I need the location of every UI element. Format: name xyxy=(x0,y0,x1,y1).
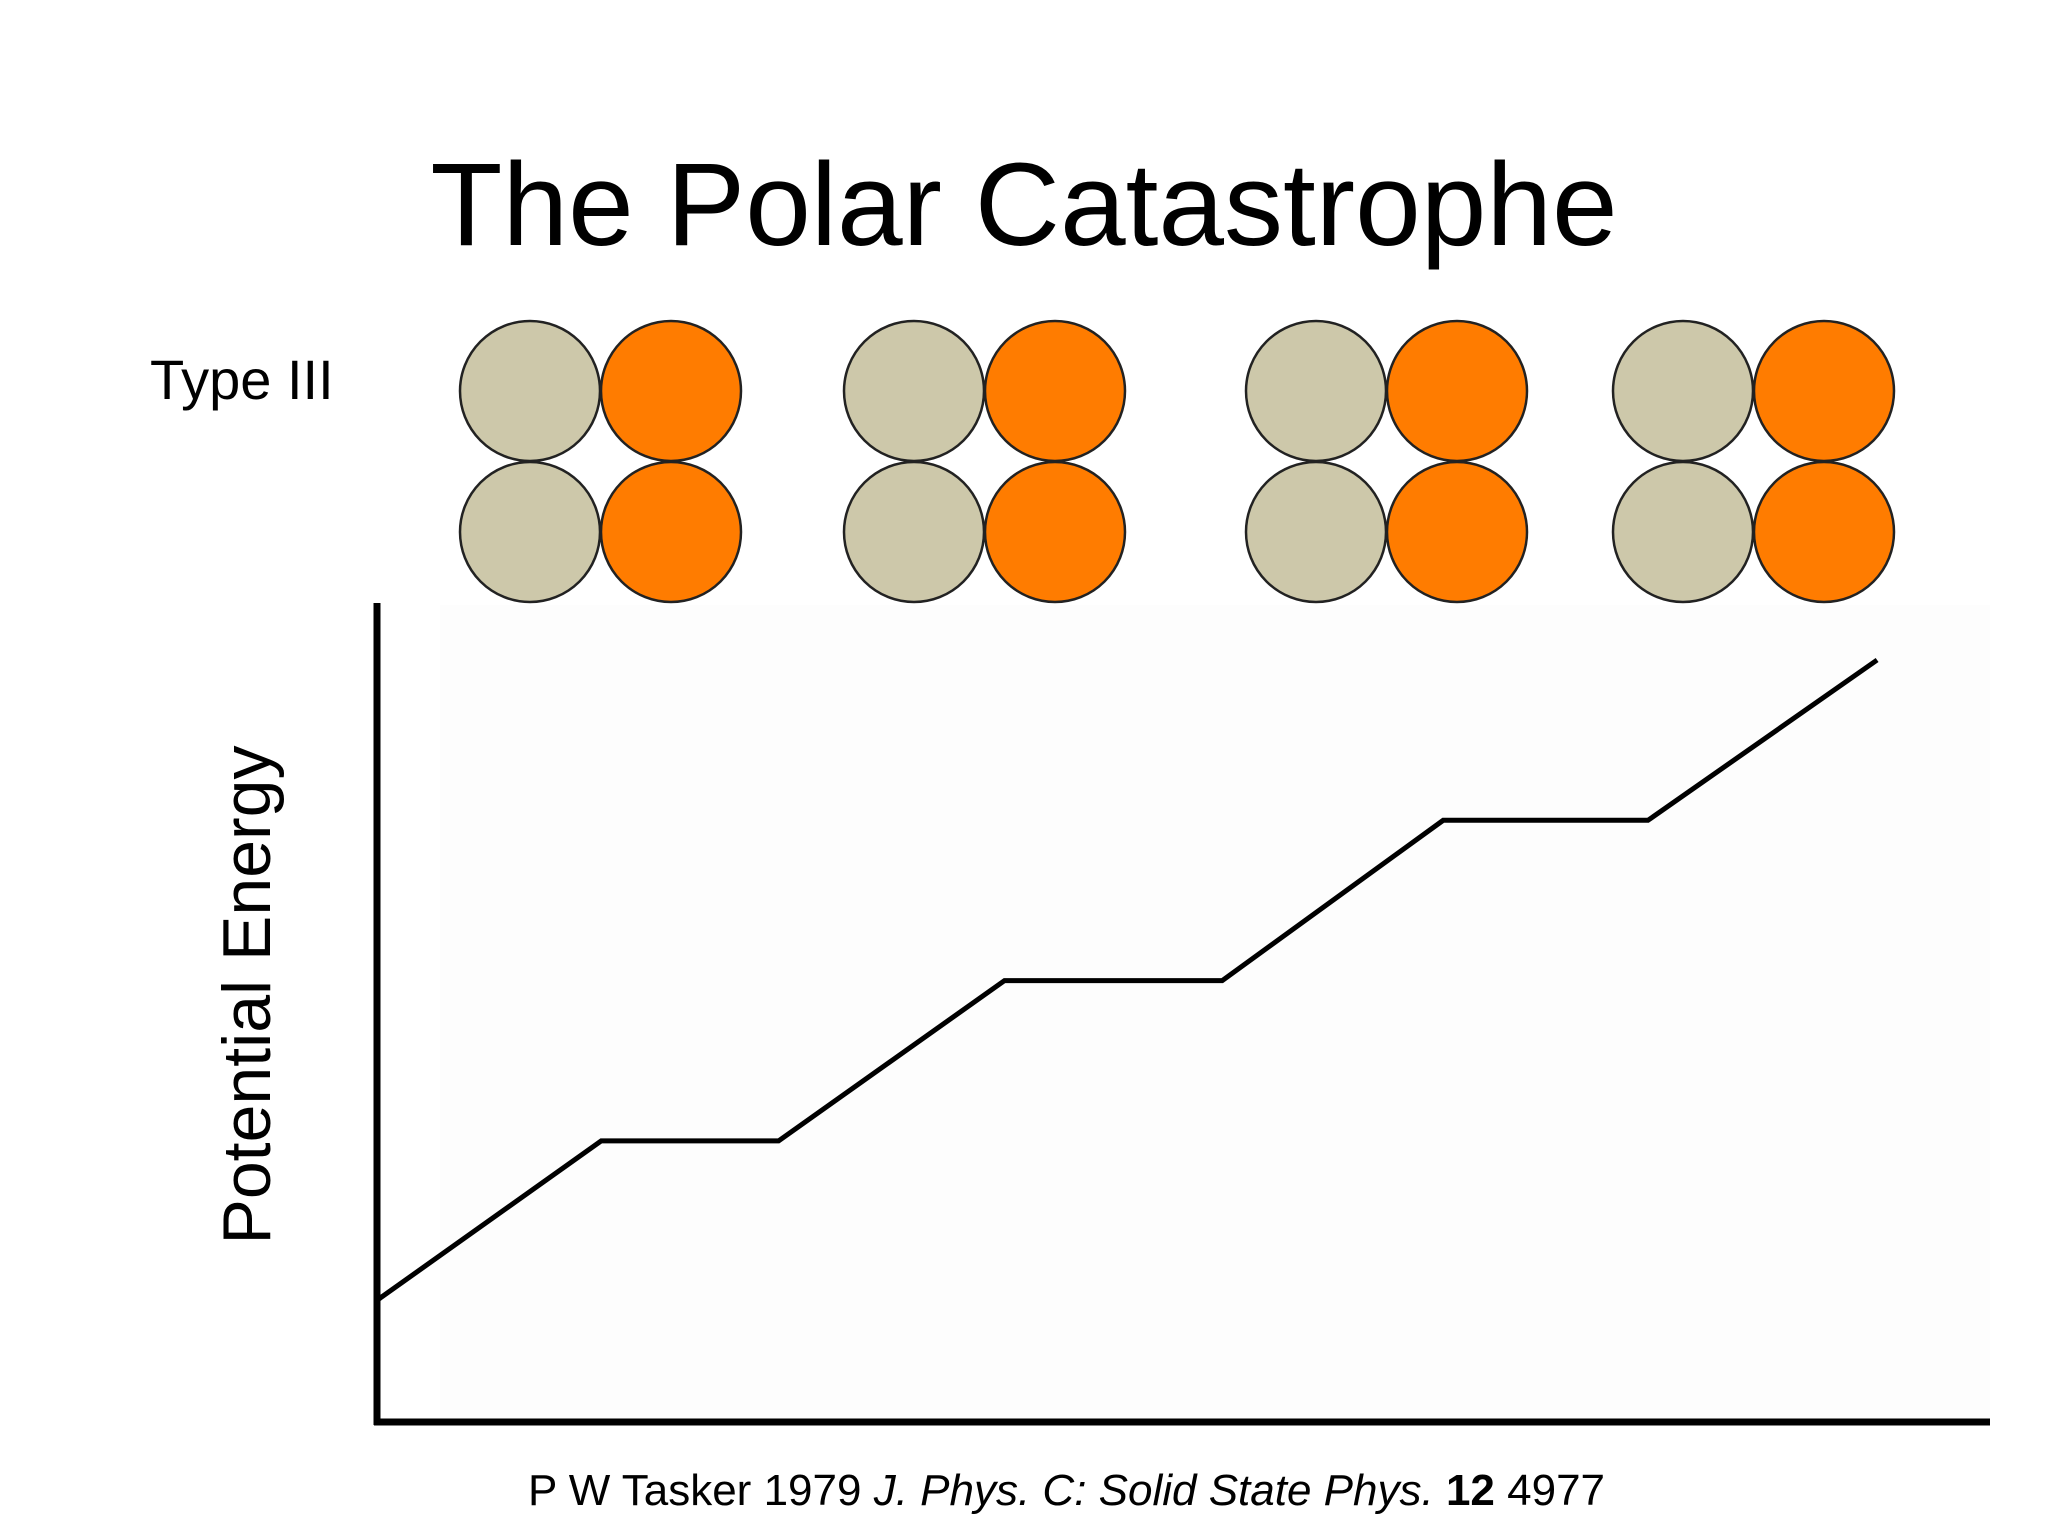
cation-atom xyxy=(1611,319,1755,463)
plot-background xyxy=(440,605,1990,1425)
citation: P W Tasker 1979 J. Phys. C: Solid State … xyxy=(528,1463,1605,1519)
citation-volume: 12 xyxy=(1445,1466,1495,1515)
citation-page: 4977 xyxy=(1507,1466,1606,1515)
anion-atom xyxy=(1752,460,1896,604)
anion-atom xyxy=(599,460,743,604)
cation-atom xyxy=(1611,460,1755,604)
atom-group xyxy=(458,319,743,604)
plot-series xyxy=(375,657,1879,1303)
y-axis-label: Potential Energy xyxy=(209,745,285,1245)
type-label: Type III xyxy=(150,348,334,411)
citation-authors: P W Tasker xyxy=(528,1466,752,1515)
anion-atom xyxy=(1385,319,1529,463)
anion-atom xyxy=(983,460,1127,604)
cation-atom xyxy=(842,460,986,604)
page-title: The Polar Catastrophe xyxy=(430,139,1618,271)
atom-groups xyxy=(458,319,1896,604)
anion-atom xyxy=(1385,460,1529,604)
cation-atom xyxy=(458,319,602,463)
anion-atom xyxy=(599,319,743,463)
anion-atom xyxy=(1752,319,1896,463)
citation-year: 1979 xyxy=(763,1466,862,1515)
atom-group xyxy=(842,319,1127,604)
anion-atom xyxy=(983,319,1127,463)
cation-atom xyxy=(458,460,602,604)
atom-group xyxy=(1244,319,1529,604)
cation-atom xyxy=(1244,460,1388,604)
atom-group xyxy=(1611,319,1896,604)
potential-energy-line xyxy=(375,657,1879,1303)
cation-atom xyxy=(842,319,986,463)
citation-journal: J. Phys. C: Solid State Phys. xyxy=(873,1466,1434,1515)
cation-atom xyxy=(1244,319,1388,463)
